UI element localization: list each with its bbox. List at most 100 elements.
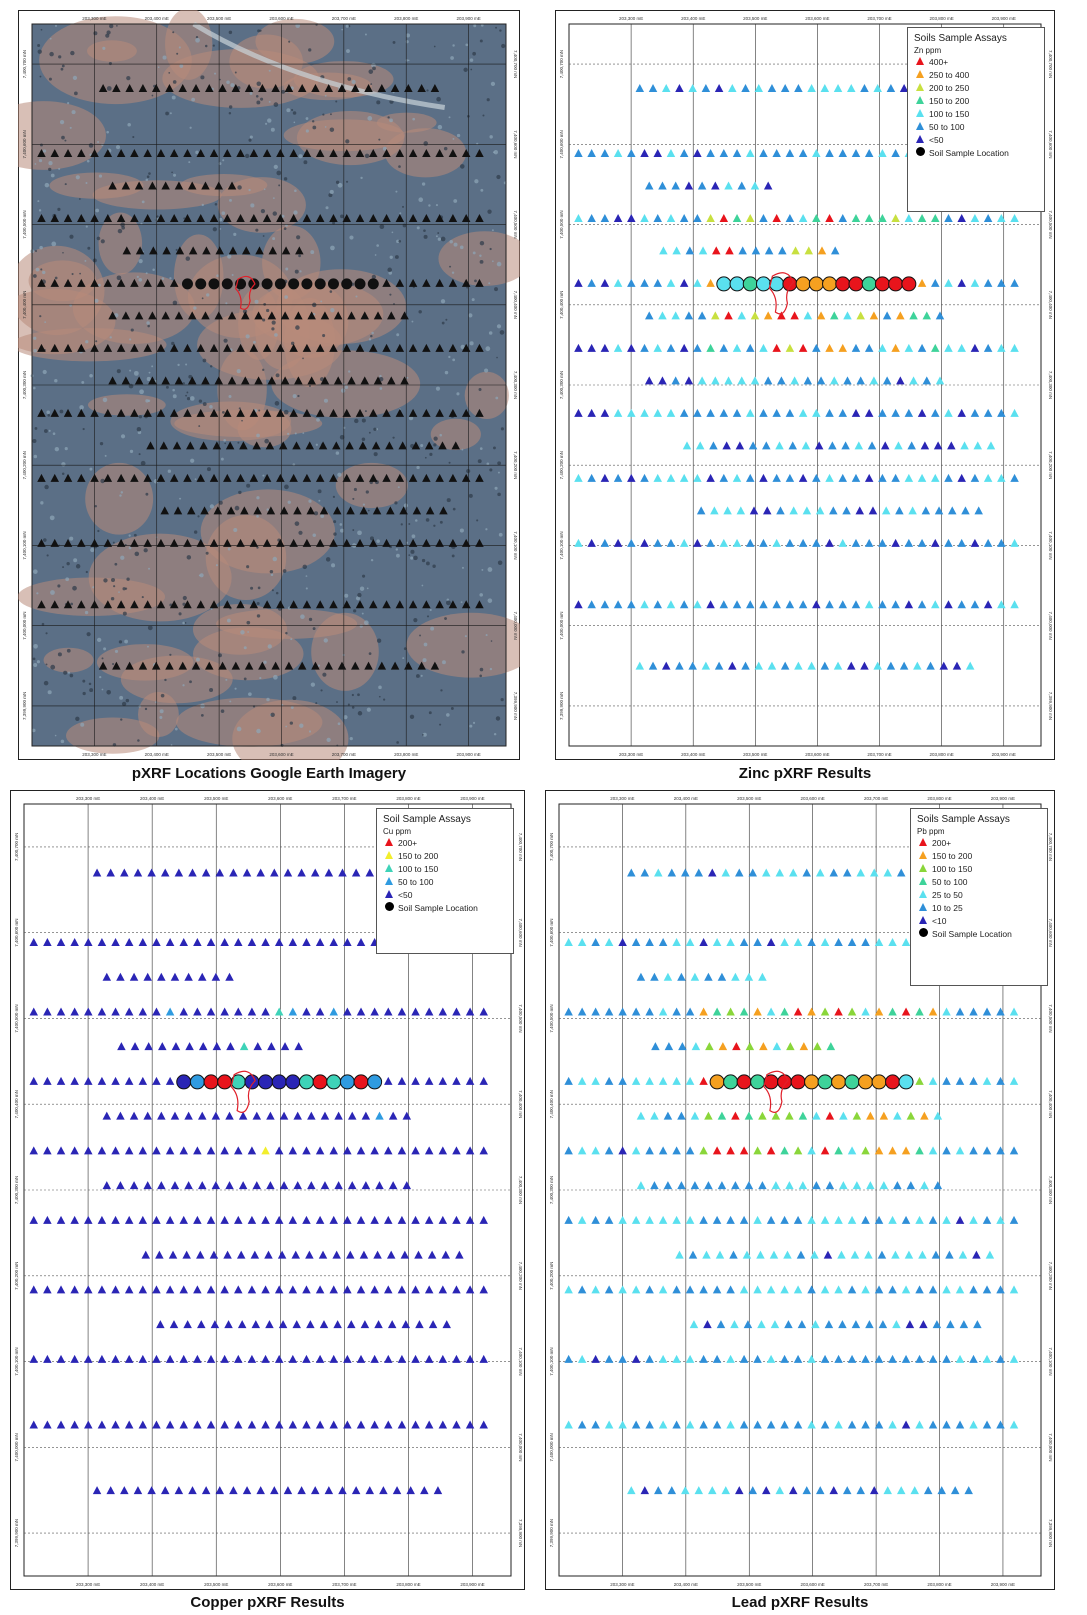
sample-triangle	[236, 408, 245, 417]
sample-triangle	[43, 1076, 52, 1085]
sample-circle	[326, 1074, 342, 1090]
sample-triangle	[719, 213, 729, 222]
sample-triangle	[424, 1076, 434, 1085]
sample-triangle	[56, 1354, 66, 1363]
sample-triangle	[878, 473, 887, 482]
sample-triangle	[855, 506, 865, 515]
sample-triangle	[645, 1215, 654, 1224]
sample-triangle	[369, 473, 378, 482]
legend-triangle-icon	[916, 70, 924, 78]
sample-triangle	[937, 1486, 946, 1495]
sample-triangle	[904, 343, 914, 352]
legend-item: <50	[383, 889, 507, 902]
sample-triangle	[247, 1285, 257, 1294]
northing-tick-label: 7,400,500 mN	[1048, 1004, 1053, 1032]
legend-title: Soil Sample Assays	[383, 814, 471, 825]
sample-triangle	[982, 1420, 992, 1429]
easting-tick-label: 203,700 mE	[332, 1582, 356, 1587]
sample-triangle	[201, 376, 210, 385]
sample-triangle	[684, 376, 694, 385]
sample-triangle	[753, 1354, 762, 1363]
sample-triangle	[370, 1007, 379, 1016]
sample-triangle	[648, 661, 658, 670]
sample-triangle	[574, 148, 583, 157]
sample-triangle	[133, 1486, 143, 1495]
lead-legend: Soils Sample Assays Pb ppm 200+ 150 to 20…	[910, 808, 1048, 986]
sample-triangle	[90, 148, 99, 157]
sample-circle	[709, 1074, 725, 1090]
northing-tick-label: 7,399,900 mN	[549, 1519, 554, 1547]
northing-tick-label: 7,400,500 mN	[22, 210, 27, 238]
sample-triangle	[896, 868, 906, 877]
sample-triangle	[935, 376, 945, 385]
sample-triangle	[769, 1250, 779, 1259]
sample-triangle	[944, 343, 953, 352]
sample-triangle	[315, 1420, 325, 1429]
sample-triangle	[289, 600, 298, 609]
sample-triangle	[807, 1354, 816, 1363]
sample-triangle	[29, 937, 38, 946]
legend-item: 100 to 150	[383, 863, 507, 876]
sample-triangle	[834, 1285, 843, 1294]
northing-tick-label: 7,400,700 mN	[513, 50, 518, 78]
sample-triangle	[411, 441, 421, 450]
sample-triangle	[311, 83, 320, 92]
sample-triangle	[402, 1181, 412, 1190]
sample-triangle	[725, 246, 734, 255]
sample-triangle	[895, 506, 904, 515]
sample-triangle	[438, 1420, 448, 1429]
sample-triangle	[395, 278, 405, 287]
sample-triangle	[726, 1285, 735, 1294]
sample-triangle	[223, 213, 232, 222]
sample-triangle	[701, 661, 711, 670]
sample-triangle	[780, 661, 790, 670]
sample-triangle	[43, 1354, 52, 1363]
sample-triangle	[729, 1250, 738, 1259]
sample-triangle	[945, 1250, 954, 1259]
sample-circle	[244, 1074, 260, 1090]
sample-triangle	[931, 538, 940, 547]
sample-triangle	[174, 1486, 184, 1495]
sample-triangle	[600, 343, 610, 352]
sample-triangle	[706, 600, 715, 609]
sample-triangle	[138, 1146, 148, 1155]
sample-triangle	[193, 1007, 202, 1016]
sample-triangle	[666, 343, 676, 352]
sample-triangle	[196, 408, 205, 417]
sample-triangle	[369, 343, 378, 352]
sample-triangle	[435, 473, 444, 482]
sample-triangle	[84, 1076, 93, 1085]
sample-triangle	[917, 473, 927, 482]
sample-triangle	[640, 538, 649, 547]
sample-triangle	[392, 1486, 402, 1495]
sample-triangle	[315, 1215, 325, 1224]
sample-triangle	[262, 600, 272, 609]
sample-triangle	[847, 1215, 857, 1224]
sample-triangle	[342, 538, 351, 547]
sample-circle	[755, 276, 771, 292]
sample-triangle	[479, 1285, 488, 1294]
sample-triangle	[425, 506, 435, 515]
sample-triangle	[627, 408, 636, 417]
sample-triangle	[276, 343, 285, 352]
sample-triangle	[851, 343, 861, 352]
sample-triangle	[452, 1007, 461, 1016]
sample-triangle	[881, 506, 891, 515]
sample-triangle	[749, 506, 759, 515]
sample-triangle	[277, 1250, 287, 1259]
sample-triangle	[970, 213, 980, 222]
sample-triangle	[227, 181, 237, 190]
northing-tick-label: 7,400,200 mN	[549, 1262, 554, 1290]
sample-triangle	[147, 1486, 156, 1495]
sample-triangle	[745, 600, 755, 609]
sample-triangle	[735, 1486, 744, 1495]
sample-triangle	[165, 937, 175, 946]
sample-circle	[258, 1074, 274, 1090]
sample-triangle	[156, 343, 166, 352]
sample-triangle	[271, 83, 280, 92]
legend-item-label: 50 to 100	[929, 122, 965, 132]
sample-triangle	[789, 868, 798, 877]
sample-circle	[274, 278, 286, 290]
easting-tick-label: 203,800 mE	[929, 752, 953, 757]
lead-map-panel: 203,300 mE 203,300 mE 203,400 mE 203,400 mE…	[545, 790, 1055, 1590]
